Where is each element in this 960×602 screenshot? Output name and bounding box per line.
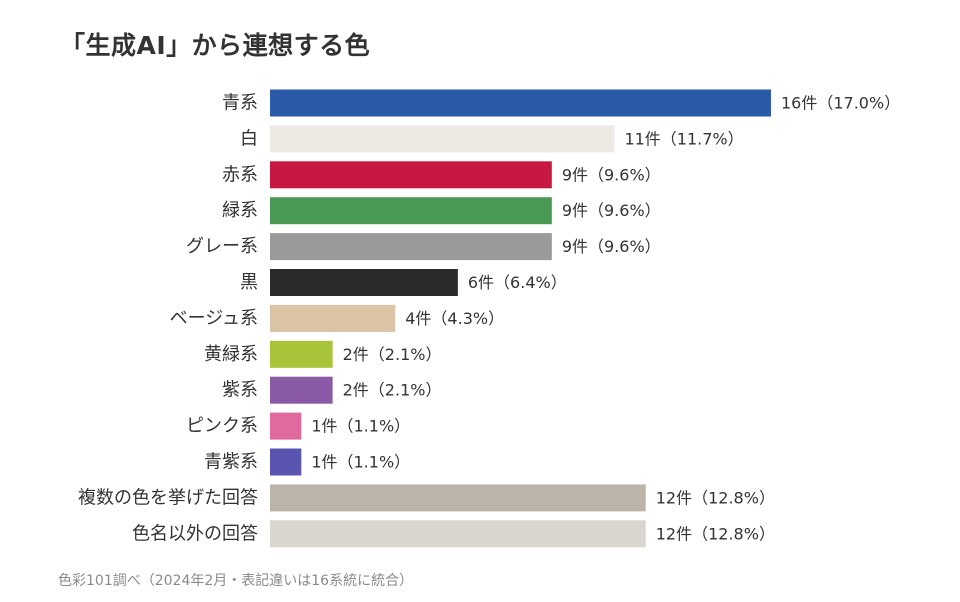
bar	[270, 340, 333, 368]
bar	[270, 376, 333, 404]
data-label: 9件（9.6%）	[562, 201, 661, 220]
bar	[270, 304, 396, 332]
data-label: 2件（2.1%）	[343, 381, 442, 400]
data-label: 1件（1.1%）	[311, 417, 410, 436]
bar	[270, 520, 646, 548]
data-label: 4件（4.3%）	[405, 309, 504, 328]
category-label: 複数の色を挙げた回答	[78, 487, 258, 508]
category-label: 紫系	[222, 380, 258, 401]
bar	[270, 233, 552, 261]
chart-footnote: 色彩101調べ（2024年2月・表記違いは16系統に統合）	[58, 573, 414, 589]
category-label: 青紫系	[204, 452, 258, 473]
data-label: 9件（9.6%）	[562, 237, 661, 256]
data-label: 1件（1.1%）	[311, 453, 410, 472]
bar	[270, 412, 302, 440]
category-label: 赤系	[222, 164, 258, 185]
data-label: 12件（12.8%）	[656, 524, 775, 543]
category-label: 色名以外の回答	[132, 523, 258, 544]
category-label: ベージュ系	[170, 308, 258, 329]
data-label: 2件（2.1%）	[343, 345, 442, 364]
category-label: 黄緑系	[204, 344, 258, 365]
chart-title: 「生成AI」から連想する色	[60, 31, 371, 60]
bar	[270, 448, 302, 476]
bar	[270, 161, 552, 189]
data-label: 6件（6.4%）	[468, 273, 567, 292]
data-label: 12件（12.8%）	[656, 488, 775, 507]
bar	[270, 484, 646, 512]
category-label: 白	[240, 128, 258, 149]
category-label: グレー系	[186, 236, 258, 257]
bar	[270, 197, 552, 225]
data-label: 9件（9.6%）	[562, 165, 661, 184]
data-label: 11件（11.7%）	[624, 129, 743, 148]
category-label: 緑系	[222, 200, 258, 221]
data-label: 16件（17.0%）	[781, 94, 900, 113]
bar	[270, 269, 458, 296]
bar	[270, 125, 615, 153]
category-label: ピンク系	[186, 416, 258, 437]
category-label: 黒	[240, 272, 258, 293]
bar	[270, 89, 771, 117]
category-label: 青系	[222, 93, 258, 114]
